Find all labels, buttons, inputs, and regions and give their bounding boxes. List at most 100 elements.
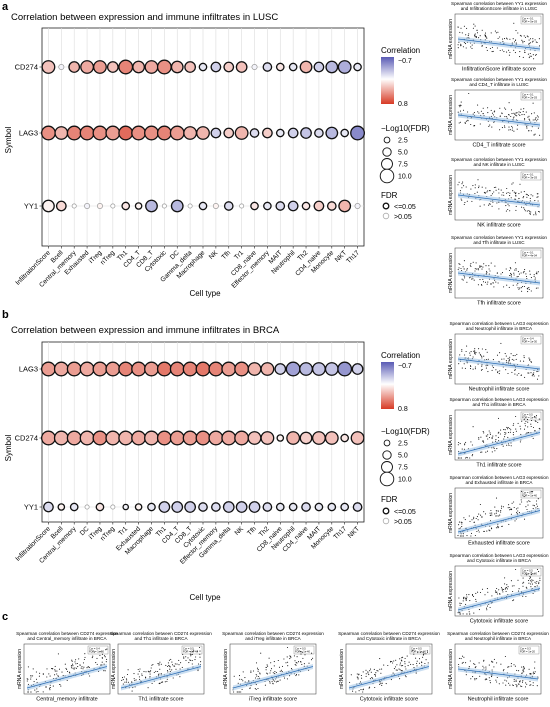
scatter-ylabel: mRNA expression [17, 649, 23, 689]
scatter-point [158, 673, 160, 675]
scatter-point [488, 125, 490, 127]
bubble-cd274-dc [79, 430, 95, 446]
scatter-point [519, 114, 521, 117]
scatter-point [523, 428, 526, 430]
scatter-xlabel: Central_memory infiltrate [36, 697, 97, 703]
scatter-point [46, 676, 48, 678]
scatter-point [481, 186, 483, 188]
scatter-point [483, 530, 485, 532]
scatter-point [477, 519, 479, 521]
scatter-point [56, 670, 58, 672]
bubble-yy1-cd8-naive [250, 201, 259, 211]
scatter-point [502, 40, 504, 42]
scatter-point [491, 369, 493, 371]
scatter-point [519, 681, 521, 683]
scatter-point [458, 521, 460, 523]
scatter-stats: Cor = -0.1 FDR = 4e-04 [522, 250, 537, 257]
scatter-point [526, 419, 529, 421]
scatter-point [533, 274, 535, 276]
scatter-title: Spearman correlation between LAG3 expres… [449, 475, 549, 485]
scatter-point [523, 196, 525, 198]
scatter-point [418, 662, 421, 664]
scatter-point [477, 591, 479, 593]
scatter-point [533, 573, 535, 575]
scatter-point [96, 657, 98, 659]
scatter-point [410, 663, 412, 665]
scatter-point [516, 128, 518, 130]
scatter-point [489, 514, 492, 516]
scatter-point [255, 684, 257, 686]
scatter-point [525, 506, 527, 508]
scatter-point [497, 31, 499, 33]
scatter-point [486, 49, 488, 51]
scatter-point [475, 598, 477, 600]
scatter-point [539, 579, 541, 581]
bubble-lag3-exhausted [79, 125, 95, 141]
scatter-point [36, 681, 38, 683]
scatter-point [149, 675, 151, 678]
scatter-point [522, 42, 524, 44]
scatter-point [238, 675, 241, 677]
scatter-point [517, 590, 520, 592]
scatter-point [469, 600, 471, 602]
scatter-point [509, 51, 511, 53]
bubble-yy1-infiltrationscore [42, 199, 55, 213]
scatter-point [515, 680, 517, 683]
scatter-point [190, 651, 192, 653]
size-key-circle [381, 158, 393, 170]
scatter-point [475, 666, 477, 668]
scatter-point [464, 354, 466, 356]
scatter-ylabel: mRNA expression [448, 571, 454, 611]
scatter-point [491, 438, 493, 440]
scatter-point [191, 663, 193, 665]
scatter-point [533, 372, 535, 374]
scatter-point [474, 667, 476, 669]
scatter-point [508, 358, 510, 360]
bubble-cd274-monocyte [325, 60, 339, 74]
scatter-point [534, 416, 536, 418]
scatter-point [34, 689, 36, 691]
scatter-stats-box [520, 15, 542, 25]
scatter-point [515, 192, 517, 194]
scatter-point [529, 200, 531, 202]
scatter-point [39, 672, 41, 674]
scatter-point [482, 112, 484, 115]
scatter-point [180, 662, 182, 664]
scatter-point [489, 190, 491, 192]
scatter-point [504, 588, 506, 590]
scatter-point [474, 678, 476, 680]
scatter-ylabel: mRNA expression [339, 649, 345, 689]
scatter-point [510, 115, 512, 118]
scatter-point [390, 679, 392, 681]
column-label: Tfh [246, 525, 258, 537]
scatter-trendline [232, 666, 314, 689]
scatter-point [512, 284, 514, 286]
scatter-point [372, 677, 374, 679]
scatter-point [515, 568, 517, 571]
scatter-point [252, 670, 255, 672]
scatter-point [496, 681, 498, 683]
scatter-point [537, 196, 539, 198]
scatter-point [478, 187, 480, 189]
scatter-point [465, 441, 467, 443]
bubble-yy1-monocyte [327, 502, 337, 512]
scatter-point [464, 121, 466, 123]
scatter-point [399, 664, 401, 666]
scatter-title: Spearman correlation between CD274 expre… [110, 631, 212, 641]
scatter-point [464, 443, 466, 445]
scatter-point [528, 582, 530, 584]
scatter-point [480, 354, 482, 357]
scatter-point [380, 672, 382, 674]
scatter-point [515, 114, 517, 116]
scatter-point [76, 662, 78, 665]
scatter-title: Spearman correlation between YY1 express… [451, 235, 547, 245]
scatter-point [482, 107, 484, 109]
scatter-point [255, 688, 257, 691]
scatter-point [529, 197, 531, 199]
scatter-points [349, 650, 429, 693]
scatter-point [523, 360, 525, 362]
scatter-point [536, 120, 538, 122]
scatter-point [125, 678, 127, 680]
scatter-point [463, 42, 465, 44]
